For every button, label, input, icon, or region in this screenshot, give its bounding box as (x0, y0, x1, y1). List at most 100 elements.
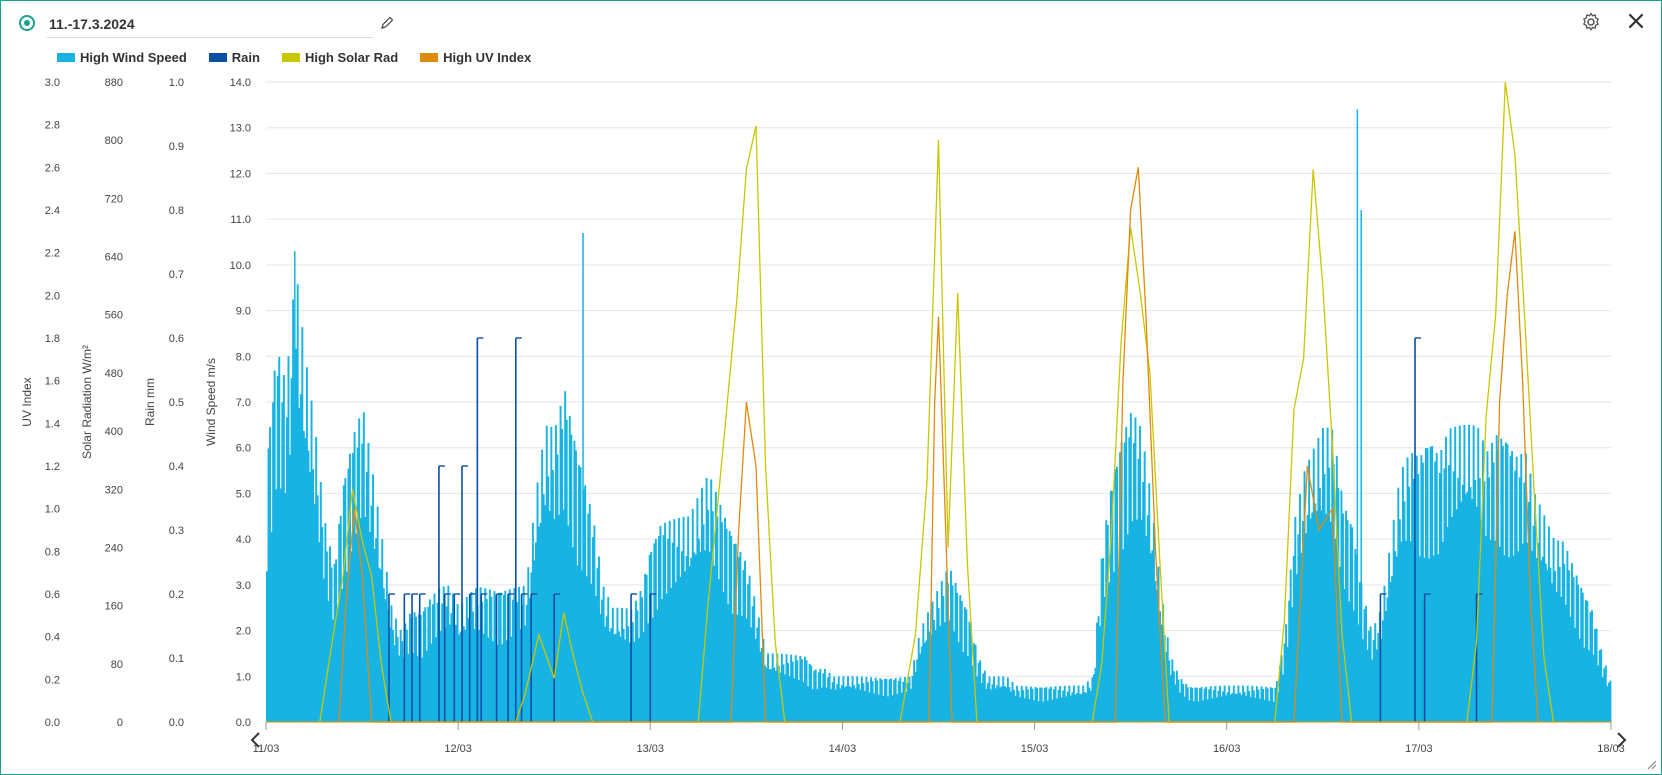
wind-bar (982, 673, 985, 722)
wind-bar (1607, 682, 1610, 722)
wind-bar (498, 593, 501, 722)
wind-bar (618, 631, 620, 722)
y-tick-label-solar: 320 (105, 484, 123, 496)
select-radio[interactable] (19, 15, 35, 31)
wind-bar (1380, 638, 1383, 722)
wind-bar (1434, 461, 1437, 722)
wind-bar (1449, 428, 1452, 722)
wind-bar (714, 492, 717, 722)
wind-bar (368, 531, 371, 722)
wind-bar (1369, 626, 1372, 722)
wind-bar (272, 402, 275, 722)
wind-bar (295, 348, 298, 722)
series-high-wind-speed (266, 109, 1612, 722)
wind-bar (1208, 689, 1211, 722)
wind-bar (421, 657, 424, 722)
wind-bar (1169, 675, 1172, 722)
x-tick-label: 17/03 (1405, 743, 1433, 755)
wind-bar (416, 656, 419, 722)
wind-bar (900, 692, 903, 722)
gear-icon[interactable] (1581, 12, 1601, 32)
period-title-field[interactable]: 11.-17.3.2024 (47, 13, 373, 38)
wind-bar (1025, 686, 1028, 722)
wind-bar (1263, 699, 1266, 722)
y-tick-label-uv: 2.4 (45, 205, 60, 217)
wind-bar (816, 689, 819, 722)
wind-bar (1131, 521, 1134, 722)
legend-item-high-solar-rad[interactable]: High Solar Rad (281, 48, 398, 66)
pencil-icon[interactable] (379, 15, 395, 31)
y-tick-label-uv: 1.2 (45, 461, 60, 473)
wind-bar (757, 617, 760, 722)
wind-bar (332, 619, 335, 722)
chevron-right-icon[interactable] (1614, 731, 1628, 749)
wind-bar (787, 662, 790, 722)
wind-bar (1569, 616, 1572, 722)
wind-bar (737, 557, 740, 722)
wind-bar (1143, 451, 1146, 722)
chevron-left-icon[interactable] (249, 731, 263, 749)
legend-item-high-wind-speed[interactable]: High Wind Speed (57, 48, 187, 66)
wind-bar (1314, 503, 1317, 722)
wind-bar (561, 429, 564, 722)
wind-bar (1232, 685, 1235, 722)
wind-bar (771, 653, 774, 722)
wind-bar (1056, 698, 1059, 722)
wind-bar (777, 665, 780, 722)
wind-bar (451, 593, 454, 722)
y-tick-label-uv: 2.0 (45, 290, 60, 302)
wind-bar (1488, 477, 1490, 722)
wind-bar (1209, 686, 1212, 722)
wind-bar (1306, 514, 1309, 722)
wind-bar (471, 611, 474, 722)
wind-bar (980, 682, 983, 722)
wind-bar (399, 629, 402, 722)
wind-bar (953, 631, 956, 722)
wind-bar (542, 494, 545, 722)
wind-bar (1043, 688, 1046, 722)
wind-bar (891, 695, 894, 722)
wind-bar (1520, 453, 1523, 722)
wind-bar (694, 554, 697, 722)
wind-bar (1551, 583, 1553, 722)
wind-bar (1188, 700, 1191, 722)
wind-bar (745, 618, 748, 722)
wind-bar (867, 682, 869, 722)
wind-bar (868, 692, 871, 722)
wind-bar (857, 684, 860, 722)
wind-bar (385, 572, 388, 722)
close-icon[interactable] (1627, 12, 1645, 30)
wind-bar (1603, 668, 1606, 722)
wind-bar (734, 543, 737, 722)
wind-bar (1162, 604, 1165, 722)
wind-bar (1180, 679, 1183, 722)
wind-bar (1128, 437, 1131, 722)
wind-bar (1082, 685, 1085, 722)
wind-bar (1059, 686, 1062, 722)
wind-bar (637, 638, 640, 722)
legend-item-rain[interactable]: Rain (208, 48, 260, 66)
wind-bar (1114, 469, 1117, 722)
wind-bar (1544, 563, 1547, 722)
y-tick-label-uv: 3.0 (45, 77, 60, 89)
wind-bar (607, 597, 610, 722)
y-tick-label-uv: 0.4 (45, 632, 60, 644)
legend-item-high-uv-index[interactable]: High UV Index (420, 48, 531, 66)
wind-bar (887, 696, 889, 722)
wind-bar (1381, 620, 1384, 722)
wind-bar (1429, 447, 1432, 722)
wind-bar (820, 687, 823, 722)
wind-bar (1418, 556, 1421, 722)
resize-handle-icon[interactable] (1645, 758, 1657, 770)
legend-swatch (57, 52, 75, 62)
wind-bar (966, 655, 969, 722)
wind-bar (827, 677, 829, 722)
wind-bar (1302, 520, 1304, 722)
wind-bar (384, 599, 387, 722)
wind-bar (654, 538, 657, 722)
wind-bar (997, 676, 1000, 722)
wind-bar (616, 607, 619, 722)
wind-bar (770, 669, 773, 722)
wind-bar (588, 504, 591, 722)
wind-bar (305, 367, 308, 722)
